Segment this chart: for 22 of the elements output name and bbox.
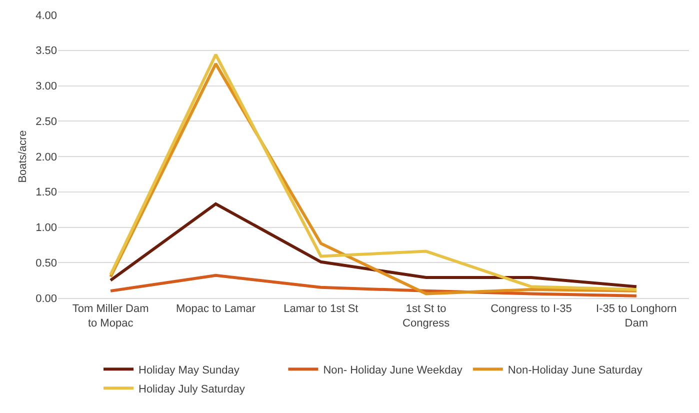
y-tick-label: 2.00 (36, 151, 57, 164)
legend-label: Non-Holiday June Saturday (508, 364, 643, 376)
y-tick-label: 3.50 (36, 45, 57, 58)
legend-label: Non- Holiday June Weekday (323, 364, 463, 376)
y-tick-label: 1.50 (36, 186, 57, 199)
line-series (109, 274, 638, 298)
x-tick-label: Tom Miller Dam to Mopac (72, 303, 149, 330)
line-series (109, 202, 638, 288)
x-tick-label: Lamar to 1st St (284, 303, 358, 316)
y-tick-label: 0.00 (36, 292, 57, 305)
x-tick-label: Mopac to Lamar (176, 303, 256, 316)
y-tick-label: 0.50 (36, 257, 57, 270)
y-axis-title: Boats/acre (17, 130, 29, 183)
x-tick-label: I-35 to Longhorn Dam (596, 303, 677, 330)
y-tick-label: 4.00 (36, 10, 57, 22)
y-tick-label: 1.00 (36, 222, 57, 234)
x-tick-label: Congress to I-35 (490, 303, 572, 316)
y-tick-label: 2.50 (36, 116, 57, 128)
y-tick-label: 3.00 (36, 80, 57, 93)
x-tick-label: 1st St to Congress (402, 303, 450, 330)
legend-label: Holiday July Saturday (138, 383, 246, 396)
legend-label: Holiday May Sunday (138, 364, 240, 376)
